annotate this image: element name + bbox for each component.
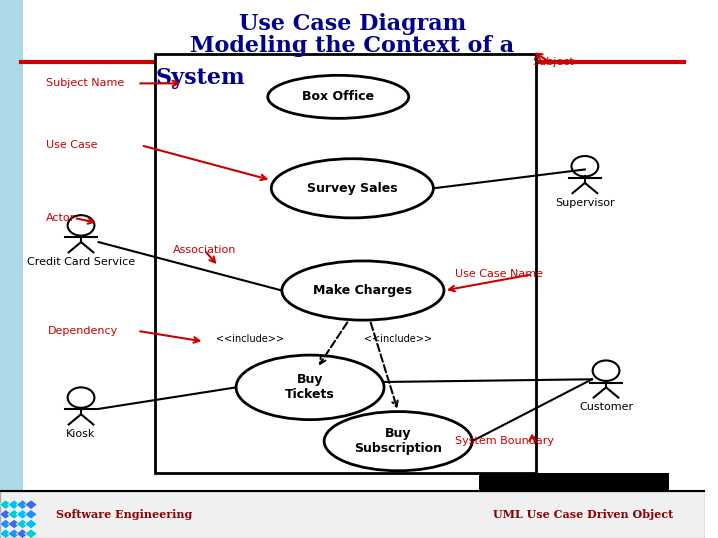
Text: Kiosk: Kiosk	[66, 429, 95, 439]
Polygon shape	[0, 529, 12, 538]
Text: Use Case Diagram: Use Case Diagram	[238, 13, 466, 36]
Text: Use Case: Use Case	[46, 140, 98, 150]
Text: Customer: Customer	[579, 402, 633, 412]
Text: Survey Sales: Survey Sales	[307, 182, 398, 195]
FancyBboxPatch shape	[0, 491, 704, 538]
Polygon shape	[8, 509, 20, 519]
Polygon shape	[24, 519, 37, 529]
Text: Credit Card Service: Credit Card Service	[27, 257, 135, 267]
Ellipse shape	[282, 261, 444, 320]
Polygon shape	[0, 519, 12, 529]
FancyBboxPatch shape	[0, 0, 22, 538]
Polygon shape	[24, 509, 37, 519]
Text: Buy
Tickets: Buy Tickets	[285, 373, 335, 401]
Text: Supervisor: Supervisor	[555, 197, 615, 208]
Text: <<include>>: <<include>>	[364, 334, 432, 344]
FancyBboxPatch shape	[479, 473, 669, 490]
Polygon shape	[17, 519, 29, 529]
Polygon shape	[0, 500, 12, 509]
FancyBboxPatch shape	[155, 54, 536, 473]
Ellipse shape	[236, 355, 384, 420]
Text: Subject: Subject	[532, 57, 574, 67]
Ellipse shape	[271, 159, 434, 218]
Polygon shape	[17, 500, 29, 509]
Ellipse shape	[324, 412, 472, 471]
Text: Use Case Name: Use Case Name	[454, 270, 543, 279]
Text: Software Engineering: Software Engineering	[57, 509, 192, 520]
Polygon shape	[8, 500, 20, 509]
Polygon shape	[24, 500, 37, 509]
Text: Box Office: Box Office	[302, 90, 374, 103]
Text: <<include>>: <<include>>	[216, 334, 284, 344]
Text: System: System	[155, 67, 245, 89]
Text: System Boundary: System Boundary	[454, 436, 554, 446]
Text: Actor: Actor	[46, 213, 75, 223]
Polygon shape	[17, 509, 29, 519]
Polygon shape	[8, 529, 20, 538]
Text: Modeling the Context of a: Modeling the Context of a	[190, 35, 514, 57]
Text: Buy
Subscription: Buy Subscription	[354, 427, 442, 455]
Text: UML Use Case Driven Object: UML Use Case Driven Object	[493, 509, 673, 520]
Text: Dependency: Dependency	[48, 326, 118, 336]
Polygon shape	[0, 509, 12, 519]
Polygon shape	[24, 529, 37, 538]
Text: Association: Association	[172, 245, 236, 255]
Text: Make Charges: Make Charges	[314, 284, 412, 297]
Polygon shape	[8, 519, 20, 529]
Text: Subject Name: Subject Name	[46, 79, 124, 88]
Polygon shape	[17, 529, 29, 538]
